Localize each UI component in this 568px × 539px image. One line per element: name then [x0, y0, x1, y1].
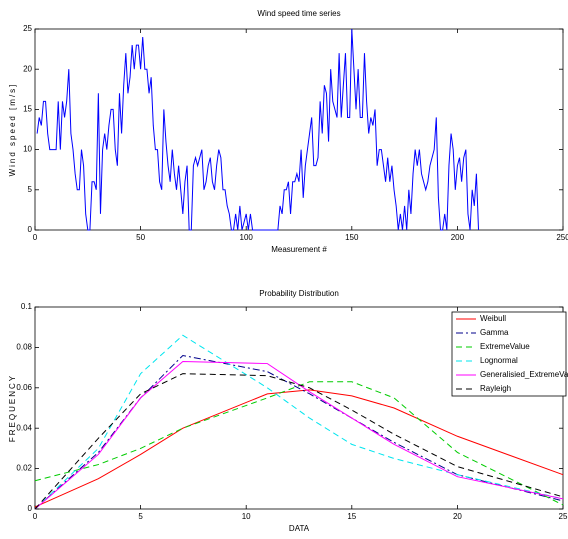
x-tick-label: 200: [451, 233, 465, 242]
y-tick-label: 0.06: [16, 383, 32, 392]
data-line: [34, 381, 564, 506]
legend-label: Rayleigh: [480, 384, 511, 393]
data-line: [34, 389, 564, 508]
legend-label: Lognormal: [480, 356, 518, 365]
x-tick-label: 15: [347, 512, 356, 521]
data-line: [34, 373, 564, 510]
y-tick-label: 0.1: [21, 302, 33, 311]
x-axis-label: Measurement #: [271, 245, 327, 254]
x-tick-label: 0: [33, 512, 38, 521]
chart-title: Wind speed time series: [257, 9, 340, 18]
legend-label: Gamma: [480, 328, 509, 337]
x-axis-label: DATA: [289, 524, 310, 533]
y-tick-label: 10: [23, 145, 32, 154]
y-tick-label: 20: [23, 64, 32, 73]
y-tick-label: 5: [28, 185, 33, 194]
legend-label: Weibull: [480, 314, 506, 323]
x-tick-label: 0: [33, 233, 38, 242]
legend-label: ExtremeValue: [480, 342, 530, 351]
x-tick-label: 20: [453, 512, 462, 521]
x-tick-label: 25: [559, 512, 568, 521]
y-tick-label: 25: [23, 24, 32, 33]
x-tick-label: 100: [240, 233, 254, 242]
data-line: [34, 334, 564, 510]
x-tick-label: 50: [136, 233, 145, 242]
y-tick-label: 0.08: [16, 343, 32, 352]
legend-box: [451, 311, 567, 397]
data-line: [34, 354, 564, 510]
y-tick-label: 0.04: [16, 423, 32, 432]
x-tick-label: 150: [345, 233, 359, 242]
x-tick-label: 10: [242, 512, 251, 521]
y-axis-label: Wind speed [m/s]: [8, 83, 17, 177]
plot-area: [34, 28, 564, 231]
y-tick-label: 0: [28, 504, 33, 513]
data-line: [34, 361, 564, 510]
y-axis-label: FREQUENCY: [8, 374, 17, 442]
x-tick-label: 5: [138, 512, 143, 521]
chart-title: Probability Distribution: [259, 289, 339, 298]
y-tick-label: 0: [28, 225, 33, 234]
plot-area: [34, 306, 564, 510]
data-line: [36, 28, 480, 231]
y-tick-label: 0.02: [16, 464, 32, 473]
x-tick-label: 250: [556, 233, 568, 242]
y-tick-label: 15: [23, 105, 32, 114]
legend-label: Generalisied_ExtremeValue: [480, 370, 568, 379]
